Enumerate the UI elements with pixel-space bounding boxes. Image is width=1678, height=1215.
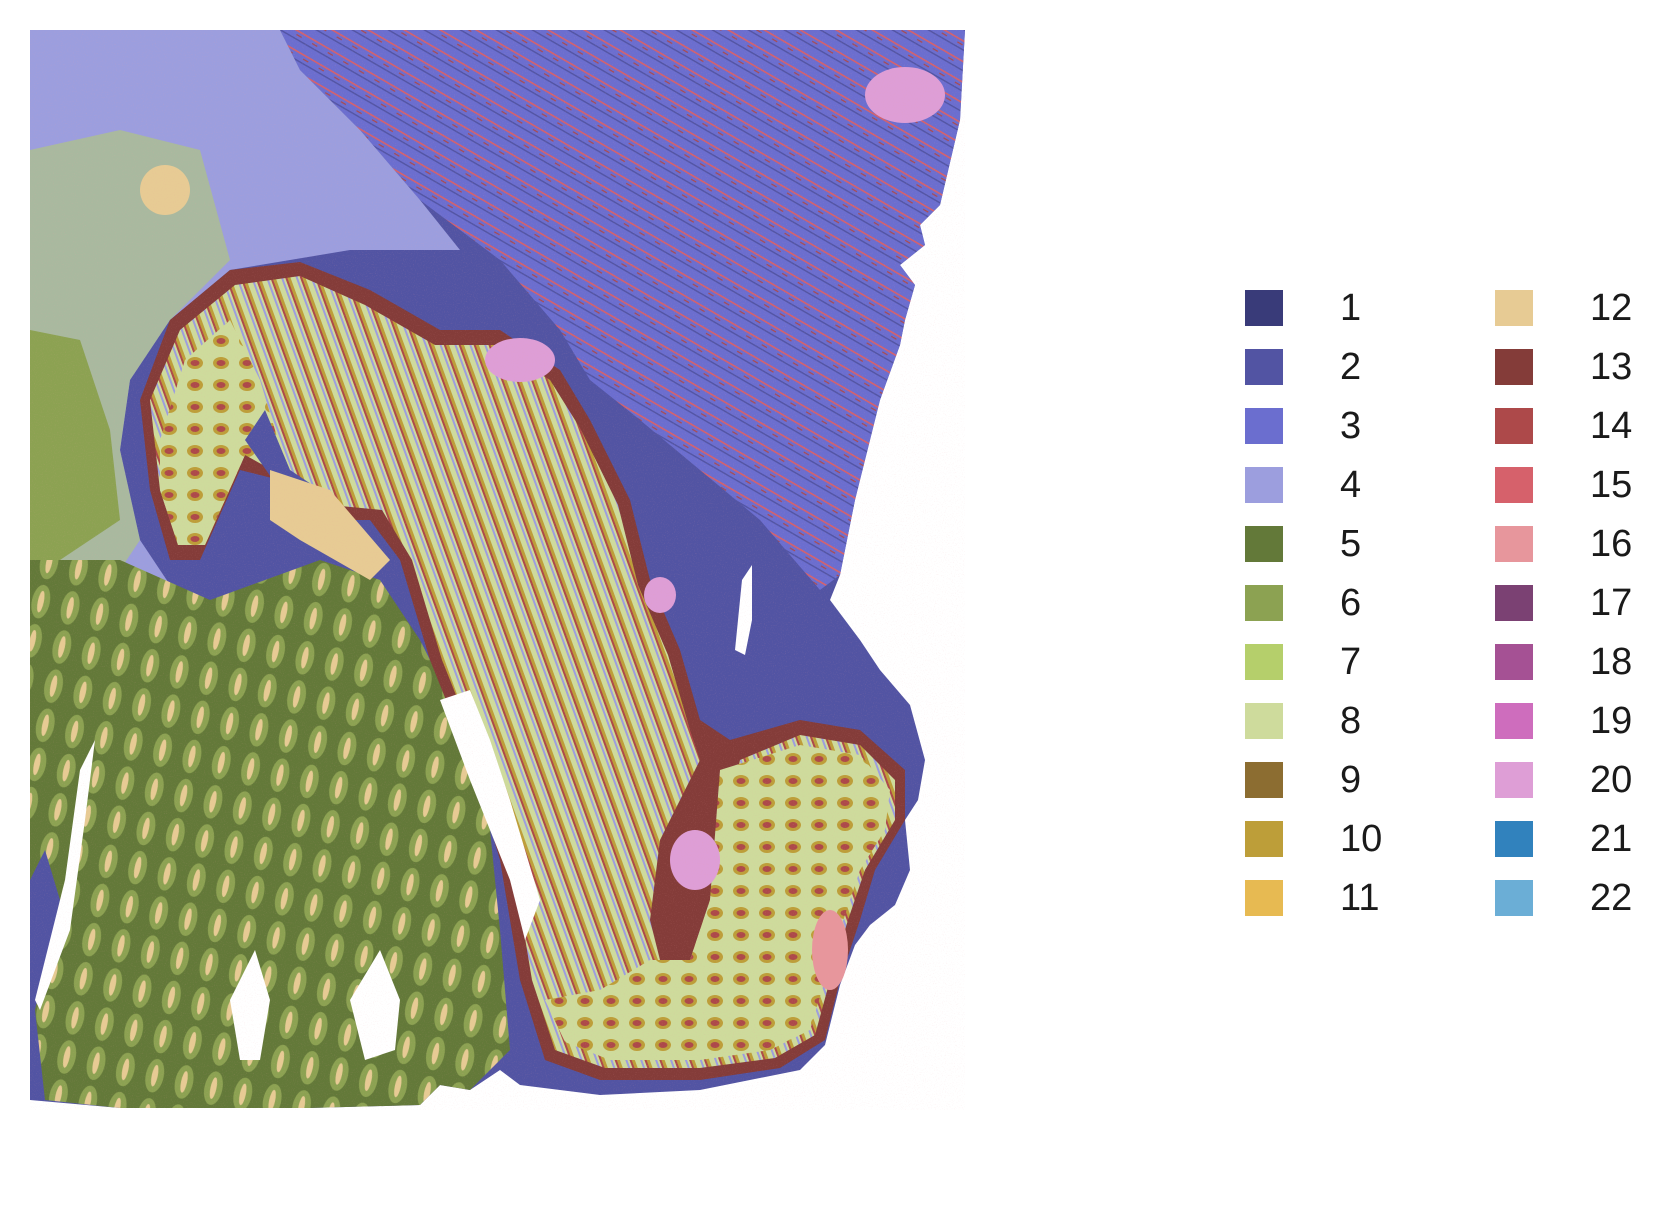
legend-item-3: 3	[1245, 405, 1445, 448]
legend-label: 7	[1340, 641, 1362, 683]
legend-label: 16	[1590, 523, 1633, 565]
legend-item-16: 16	[1495, 523, 1678, 566]
legend-label: 8	[1340, 700, 1362, 742]
legend-item-15: 15	[1495, 464, 1678, 507]
legend-item-10: 10	[1245, 818, 1445, 861]
legend-swatch	[1495, 762, 1533, 798]
legend-swatch	[1245, 408, 1283, 444]
legend-swatch	[1245, 526, 1283, 562]
legend-item-4: 4	[1245, 464, 1445, 507]
legend-label: 15	[1590, 464, 1633, 506]
legend-item-5: 5	[1245, 523, 1445, 566]
legend-item-14: 14	[1495, 405, 1678, 448]
legend-swatch	[1245, 880, 1283, 916]
legend-item-12: 12	[1495, 287, 1678, 330]
legend-swatch	[1495, 349, 1533, 385]
legend-item-1: 1	[1245, 287, 1445, 330]
legend-swatch	[1495, 467, 1533, 503]
legend-item-11: 11	[1245, 877, 1445, 920]
legend-item-13: 13	[1495, 346, 1678, 389]
legend-label: 17	[1590, 582, 1633, 624]
speckle-overlay	[30, 30, 965, 1110]
legend-swatch	[1495, 408, 1533, 444]
legend-item-21: 21	[1495, 818, 1678, 861]
legend-item-7: 7	[1245, 641, 1445, 684]
legend-swatch	[1245, 290, 1283, 326]
legend-item-18: 18	[1495, 641, 1678, 684]
legend-label: 2	[1340, 346, 1362, 388]
legend-label: 10	[1340, 818, 1383, 860]
legend-swatch	[1245, 821, 1283, 857]
legend-label: 18	[1590, 641, 1633, 683]
legend-label: 13	[1590, 346, 1633, 388]
legend-swatch	[1495, 880, 1533, 916]
legend-swatch	[1495, 644, 1533, 680]
legend-label: 19	[1590, 700, 1633, 742]
legend-item-17: 17	[1495, 582, 1678, 625]
legend-item-2: 2	[1245, 346, 1445, 389]
legend-swatch	[1245, 703, 1283, 739]
legend-item-9: 9	[1245, 759, 1445, 802]
legend-label: 11	[1340, 877, 1380, 919]
legend-swatch	[1245, 467, 1283, 503]
legend-item-22: 22	[1495, 877, 1678, 920]
legend-swatch	[1495, 821, 1533, 857]
legend-label: 3	[1340, 405, 1362, 447]
legend-swatch	[1495, 290, 1533, 326]
legend-swatch	[1245, 349, 1283, 385]
spatial-cluster-map	[30, 30, 965, 1110]
legend-label: 12	[1590, 287, 1633, 329]
legend-label: 21	[1590, 818, 1633, 860]
legend-label: 20	[1590, 759, 1633, 801]
legend-swatch	[1245, 762, 1283, 798]
legend-label: 22	[1590, 877, 1633, 919]
legend-item-20: 20	[1495, 759, 1678, 802]
legend-item-19: 19	[1495, 700, 1678, 743]
legend-label: 14	[1590, 405, 1633, 447]
legend-item-6: 6	[1245, 582, 1445, 625]
legend-label: 9	[1340, 759, 1362, 801]
legend-swatch	[1495, 526, 1533, 562]
legend-swatch	[1495, 585, 1533, 621]
legend-swatch	[1245, 644, 1283, 680]
legend-label: 1	[1340, 287, 1362, 329]
legend-item-8: 8	[1245, 700, 1445, 743]
legend-label: 4	[1340, 464, 1362, 506]
legend-label: 5	[1340, 523, 1362, 565]
legend-swatch	[1245, 585, 1283, 621]
legend-label: 6	[1340, 582, 1362, 624]
legend-swatch	[1495, 703, 1533, 739]
